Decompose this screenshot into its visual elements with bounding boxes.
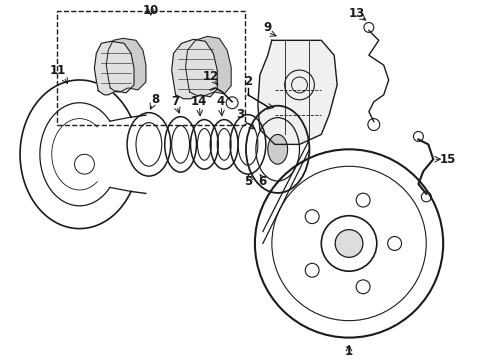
Text: 13: 13 bbox=[349, 7, 365, 20]
Text: 3: 3 bbox=[236, 108, 244, 121]
Text: 8: 8 bbox=[152, 93, 160, 106]
Text: 2: 2 bbox=[244, 76, 252, 89]
Polygon shape bbox=[95, 41, 134, 95]
Text: 14: 14 bbox=[190, 95, 207, 108]
Text: 10: 10 bbox=[143, 4, 159, 17]
Text: 15: 15 bbox=[440, 153, 456, 166]
Text: 5: 5 bbox=[244, 175, 252, 188]
Text: 6: 6 bbox=[259, 175, 267, 188]
Text: 12: 12 bbox=[202, 69, 219, 82]
Text: 9: 9 bbox=[264, 21, 272, 34]
Text: 4: 4 bbox=[216, 95, 224, 108]
Polygon shape bbox=[186, 36, 231, 96]
Text: 11: 11 bbox=[49, 64, 66, 77]
Text: 7: 7 bbox=[172, 95, 180, 108]
Polygon shape bbox=[106, 39, 146, 92]
Text: 1: 1 bbox=[345, 345, 353, 358]
Bar bbox=[57, 10, 245, 125]
Circle shape bbox=[335, 230, 363, 257]
Ellipse shape bbox=[268, 135, 288, 164]
Polygon shape bbox=[172, 39, 217, 99]
Polygon shape bbox=[258, 40, 337, 144]
